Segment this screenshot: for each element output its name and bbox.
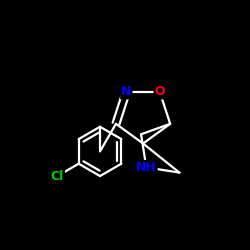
- Text: O: O: [154, 86, 165, 98]
- Text: NH: NH: [136, 161, 157, 174]
- Text: Cl: Cl: [51, 170, 64, 182]
- Text: N: N: [121, 86, 132, 98]
